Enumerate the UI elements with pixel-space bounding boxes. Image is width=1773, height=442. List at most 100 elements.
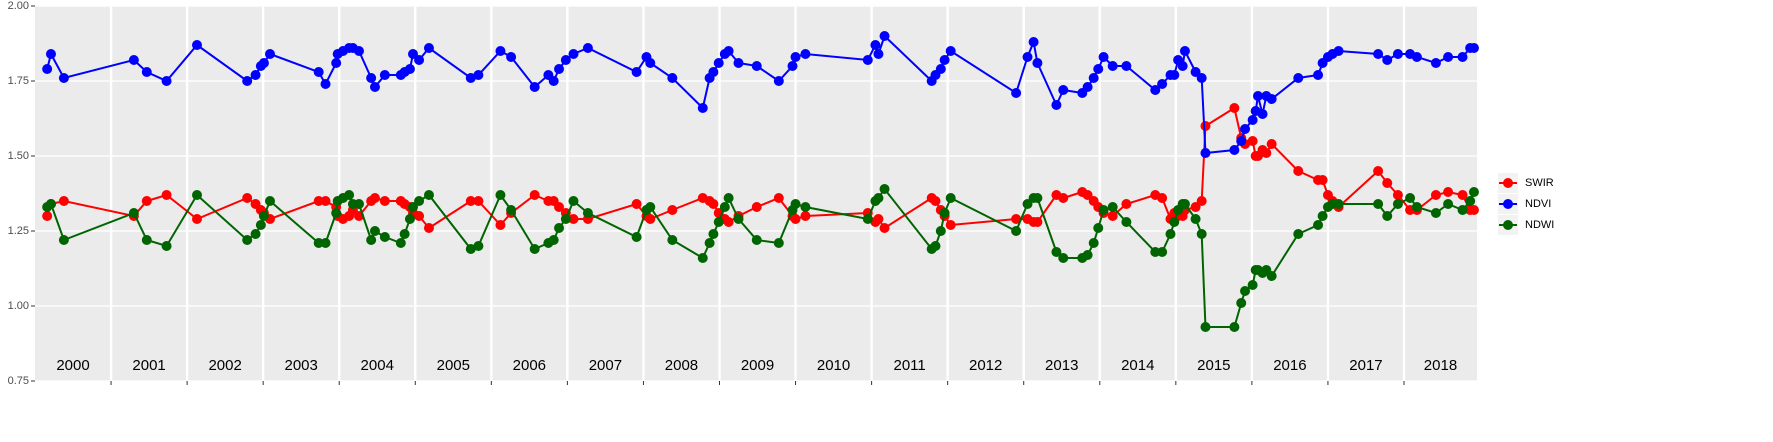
data-point	[331, 58, 342, 68]
data-point	[414, 55, 425, 65]
data-point	[1468, 43, 1479, 53]
y-tick-label: 1.00	[8, 300, 29, 312]
data-point	[773, 76, 784, 86]
legend-point	[1503, 220, 1513, 230]
data-point	[1382, 55, 1393, 65]
data-point	[719, 202, 730, 212]
data-point	[1443, 187, 1454, 197]
data-point	[708, 199, 719, 209]
data-point	[1121, 217, 1132, 227]
data-point	[407, 49, 418, 59]
data-point	[582, 208, 593, 218]
data-point	[473, 70, 484, 80]
data-point	[258, 211, 269, 221]
data-point	[645, 214, 656, 224]
data-point	[161, 241, 172, 251]
data-point	[1457, 52, 1468, 62]
data-point	[1022, 199, 1033, 209]
data-point	[506, 205, 517, 215]
data-point	[939, 208, 950, 218]
data-point	[1011, 88, 1022, 98]
data-point	[713, 217, 724, 227]
data-point	[1179, 46, 1190, 56]
data-point	[1169, 217, 1180, 227]
data-point	[1190, 214, 1201, 224]
data-point	[1382, 178, 1393, 188]
data-point	[1196, 229, 1207, 239]
data-point	[790, 214, 801, 224]
data-point	[1196, 196, 1207, 206]
data-point	[751, 235, 762, 245]
data-point	[1382, 211, 1393, 221]
data-point	[258, 58, 269, 68]
data-point	[1373, 166, 1384, 176]
data-point	[369, 226, 380, 236]
data-point	[1457, 205, 1468, 215]
data-point	[141, 196, 152, 206]
year-label: 2002	[208, 357, 241, 374]
data-point	[529, 190, 540, 200]
data-point	[733, 214, 744, 224]
data-point	[353, 46, 364, 56]
data-point	[708, 67, 719, 77]
data-point	[1028, 37, 1039, 47]
data-point	[945, 46, 956, 56]
data-point	[1468, 205, 1479, 215]
data-point	[529, 244, 540, 254]
data-point	[879, 31, 890, 41]
data-point	[1373, 199, 1384, 209]
data-point	[128, 208, 139, 218]
data-point	[1266, 94, 1277, 104]
data-point	[870, 40, 881, 50]
data-point	[1121, 61, 1132, 71]
data-point	[1229, 322, 1240, 332]
year-label: 2018	[1424, 357, 1457, 374]
legend-point	[1503, 199, 1513, 209]
data-point	[473, 241, 484, 251]
data-point	[1082, 82, 1093, 92]
data-point	[141, 235, 152, 245]
data-point	[554, 64, 565, 74]
data-point	[1392, 190, 1403, 200]
data-point	[1058, 193, 1069, 203]
data-point	[1392, 199, 1403, 209]
data-point	[404, 214, 415, 224]
data-point	[1098, 52, 1109, 62]
data-point	[42, 211, 53, 221]
data-point	[366, 235, 377, 245]
data-point	[873, 214, 884, 224]
data-point	[713, 58, 724, 68]
data-point	[1266, 271, 1277, 281]
data-point	[930, 196, 941, 206]
data-point	[1247, 115, 1258, 125]
data-point	[1082, 190, 1093, 200]
data-point	[873, 193, 884, 203]
year-label: 2007	[589, 357, 622, 374]
year-label: 2004	[361, 357, 394, 374]
data-point	[1098, 205, 1109, 215]
data-point	[1179, 199, 1190, 209]
data-point	[465, 196, 476, 206]
data-point	[1200, 322, 1211, 332]
data-point	[1333, 46, 1344, 56]
data-point	[1032, 193, 1043, 203]
data-point	[667, 73, 678, 83]
data-point	[1252, 91, 1263, 101]
data-point	[369, 193, 380, 203]
data-point	[1022, 52, 1033, 62]
data-point	[1317, 175, 1328, 185]
data-point	[930, 241, 941, 251]
data-point	[1392, 49, 1403, 59]
data-point	[1430, 190, 1441, 200]
data-point	[1190, 202, 1201, 212]
data-point	[790, 52, 801, 62]
data-point	[1082, 250, 1093, 260]
data-point	[1107, 61, 1118, 71]
data-point	[1411, 52, 1422, 62]
data-point	[161, 76, 172, 86]
data-point	[161, 190, 172, 200]
year-label: 2008	[665, 357, 698, 374]
data-point	[242, 235, 253, 245]
data-point	[1313, 220, 1324, 230]
